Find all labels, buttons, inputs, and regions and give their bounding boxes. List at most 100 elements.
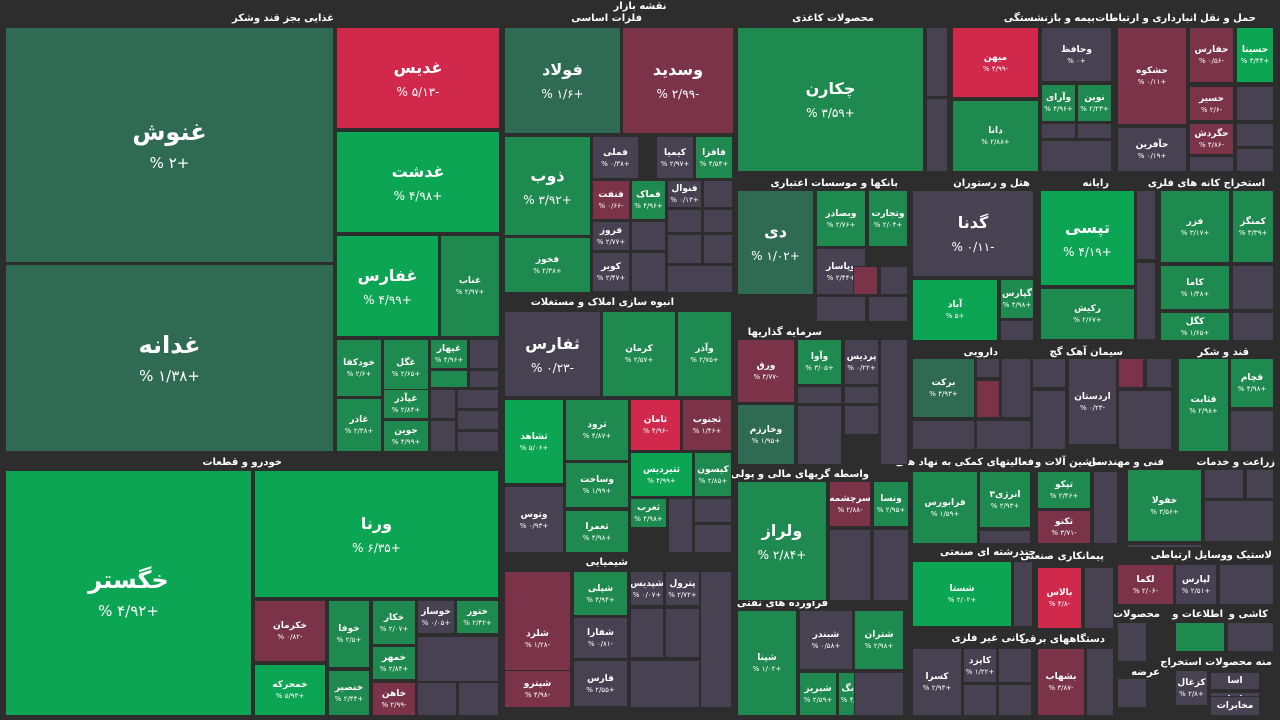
treemap-tile[interactable]: خوساز +۰/۰۵ % [417,600,455,634]
treemap-tile[interactable]: فروز +۲/۷۷ % [592,221,630,251]
treemap-tile[interactable]: غفارس +۴/۹۹ % [336,235,439,337]
treemap-filler-tile[interactable] [417,636,499,682]
treemap-tile[interactable]: فزر +۳/۱۷ % [1160,190,1230,263]
treemap-filler-tile[interactable] [1146,358,1172,388]
treemap-tile[interactable]: ورق -۴/۷۷ % [737,339,795,403]
treemap-tile[interactable]: خمحرکه +۵/۹۳ % [254,664,326,716]
treemap-tile[interactable]: حسیر -۲/۶ % [1189,86,1234,121]
treemap-tile[interactable]: ثتیردیس +۴/۹۹ % [630,452,693,497]
treemap-tile[interactable]: دانا +۲/۸۸ % [952,100,1039,172]
treemap-filler-tile[interactable] [1117,678,1147,708]
treemap-tile[interactable]: وحافظ +۰ % [1041,27,1112,82]
treemap-tile[interactable]: وسدید -۲/۹۹ % [622,27,734,134]
treemap-tile[interactable]: وآذر +۲/۷۵ % [677,311,732,397]
treemap-tile[interactable]: اسا [1210,672,1260,690]
treemap-filler-tile[interactable] [926,98,948,172]
treemap-filler-tile[interactable] [998,648,1032,683]
treemap-tile[interactable]: دی +۱/۰۲ % [737,190,814,295]
treemap-tile[interactable]: شپدیس +۰/۰۷ % [630,571,664,606]
treemap-tile[interactable]: فافزا +۴/۵۴ % [695,136,733,179]
treemap-tile[interactable]: ذوب +۳/۹۲ % [504,136,591,236]
treemap-filler-tile[interactable] [631,221,666,251]
treemap-tile[interactable]: قثابت +۲/۹۸ % [1178,358,1229,452]
treemap-tile[interactable]: کاپزد +۱/۲۲ % [963,648,997,683]
treemap-tile[interactable]: پردیس +۰/۲۲ % [844,339,879,385]
treemap-filler-tile[interactable] [912,420,975,450]
treemap-tile[interactable]: غدانه +۱/۳۸ % [5,264,334,452]
treemap-filler-tile[interactable] [853,266,878,295]
treemap-filler-tile[interactable] [1175,622,1225,652]
treemap-tile[interactable]: کگل +۱/۶۵ % [1160,312,1230,341]
treemap-tile[interactable]: شپنا +۱/۰۲ % [737,610,797,716]
treemap-tile[interactable]: حگردش -۴/۸۶ % [1189,123,1234,155]
treemap-filler-tile[interactable] [667,209,702,233]
treemap-tile[interactable]: کزغال +۲/۸ % [1175,670,1208,706]
treemap-tile[interactable]: میهن -۴/۹۹ % [952,27,1039,98]
treemap-tile[interactable]: تپسی +۴/۱۹ % [1040,190,1135,286]
treemap-tile[interactable]: فرابورس +۱/۵۹ % [912,471,978,544]
treemap-tile[interactable]: لپارس +۲/۵۱ % [1175,564,1217,605]
treemap-tile[interactable]: خودکفا +۲/۶ % [336,339,382,397]
treemap-tile[interactable]: خکرمان -۰/۸۲ % [254,600,326,662]
treemap-tile[interactable]: فارس +۲/۵۵ % [573,660,628,707]
treemap-filler-tile[interactable] [998,684,1032,716]
treemap-tile[interactable]: پترول +۲/۷۲ % [665,571,700,606]
treemap-tile[interactable]: وخارزم +۱/۹۵ % [737,404,795,465]
treemap-filler-tile[interactable] [1219,564,1274,605]
treemap-tile[interactable]: کیمیا +۲/۹۷ % [656,136,694,179]
treemap-filler-tile[interactable] [1189,156,1234,172]
treemap-filler-tile[interactable] [976,358,1000,378]
treemap-tile[interactable]: کسرا +۲/۹۳ % [912,648,962,716]
treemap-tile[interactable]: شستا +۲/۰۲ % [912,561,1012,627]
treemap-filler-tile[interactable] [667,234,702,264]
treemap-filler-tile[interactable] [631,252,666,292]
treemap-filler-tile[interactable] [1232,265,1274,310]
treemap-tile[interactable]: خفولا +۳/۵۶ % [1127,469,1202,542]
treemap-filler-tile[interactable] [1093,471,1118,544]
treemap-filler-tile[interactable] [1013,561,1033,627]
treemap-tile[interactable]: ثجنوب +۱/۴۶ % [682,399,732,451]
treemap-filler-tile[interactable] [1136,190,1156,260]
treemap-tile[interactable]: نوین +۲/۲۳ % [1077,84,1112,122]
treemap-filler-tile[interactable] [665,608,700,658]
treemap-tile[interactable]: آباد +۵ % [912,279,998,341]
treemap-tile[interactable]: کیسون +۲/۸۵ % [694,452,732,497]
treemap-tile[interactable]: وتوس +۰/۹۳ % [504,486,564,553]
treemap-tile[interactable]: مخابرات [1210,696,1260,716]
treemap-filler-tile[interactable] [1227,622,1274,652]
treemap-filler-tile[interactable] [458,682,499,716]
treemap-tile[interactable]: وتجارت +۲/۰۴ % [868,190,908,247]
treemap-filler-tile[interactable] [1000,320,1034,341]
treemap-filler-tile[interactable] [430,389,456,419]
treemap-filler-tile[interactable] [668,498,693,553]
treemap-filler-tile[interactable] [873,529,909,601]
treemap-tile[interactable]: غدیس -۵/۱۳ % [336,27,500,129]
treemap-filler-tile[interactable] [1041,140,1112,172]
treemap-filler-tile[interactable] [816,296,866,322]
treemap-tile[interactable]: جوین +۴/۹۹ % [383,420,429,452]
treemap-tile[interactable]: سرچشمه -۲/۸۸ % [829,481,871,527]
treemap-filler-tile[interactable] [1117,622,1147,662]
treemap-tile[interactable]: ثشاهد +۵/۰۶ % [504,399,564,484]
treemap-filler-tile[interactable] [1077,123,1112,139]
treemap-tile[interactable]: خوفا +۲/۵ % [328,600,370,668]
treemap-filler-tile[interactable] [703,180,733,208]
treemap-tile[interactable]: حشکوه +۰/۱۱ % [1117,27,1187,125]
treemap-filler-tile[interactable] [797,405,842,465]
treemap-tile[interactable]: برکت +۴/۹۳ % [912,358,975,418]
treemap-filler-tile[interactable] [1127,544,1202,548]
treemap-tile[interactable]: انرژی۳ +۲/۹۳ % [979,471,1031,528]
treemap-tile[interactable]: غناب +۲/۹۷ % [440,235,500,337]
treemap-filler-tile[interactable] [844,386,879,404]
treemap-filler-tile[interactable] [829,529,871,601]
treemap-tile[interactable]: شپترو -۴/۹۸ % [504,670,571,708]
treemap-tile[interactable]: قچام +۴/۹۸ % [1230,358,1274,408]
treemap-tile[interactable]: لکما -۲/۰۶ % [1117,564,1174,605]
treemap-tile[interactable]: شبندر +۰/۵۸ % [799,610,853,670]
treemap-filler-tile[interactable] [700,571,732,708]
treemap-filler-tile[interactable] [630,608,664,658]
treemap-tile[interactable]: غپآذر +۲/۸۴ % [383,389,429,419]
treemap-filler-tile[interactable] [430,420,456,452]
treemap-tile[interactable]: کویر +۲/۴۷ % [592,252,630,292]
treemap-tile[interactable]: بالاس -۴/۸ % [1037,567,1082,629]
